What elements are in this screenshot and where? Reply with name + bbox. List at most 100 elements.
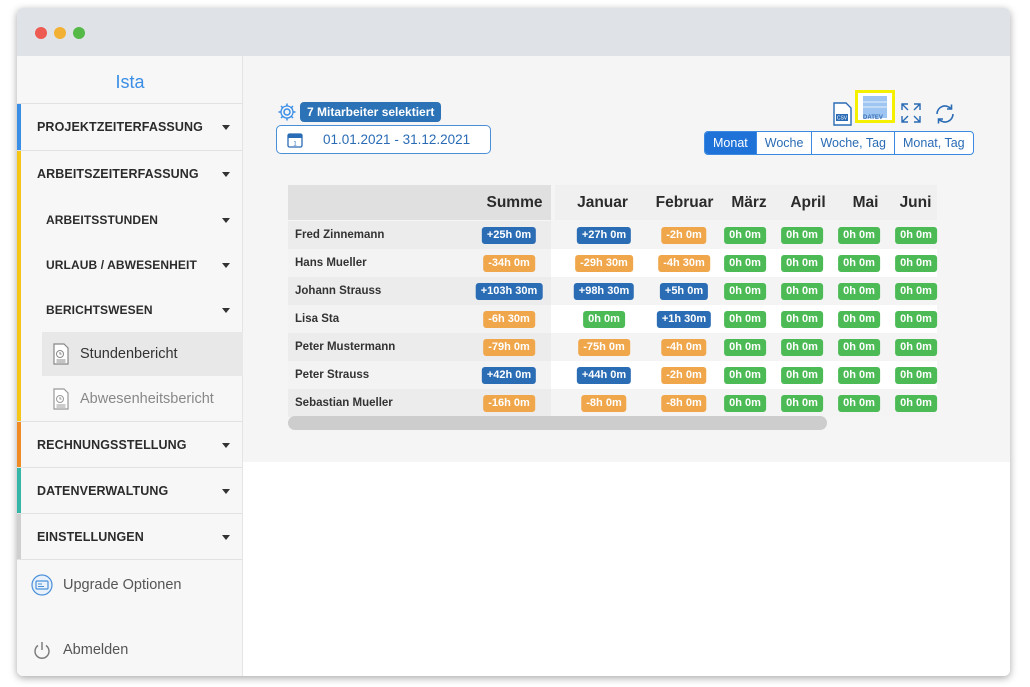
refresh-icon[interactable] xyxy=(933,102,957,126)
tab-woche-tag[interactable]: Woche, Tag xyxy=(811,132,894,154)
selected-employees-badge[interactable]: 7 Mitarbeiter selektiert xyxy=(300,102,442,122)
sidebar-item-abwesenheitsbericht[interactable]: Abwesenheitsbericht xyxy=(42,377,243,421)
column-header: Juni xyxy=(899,194,932,211)
month-hours-badge: 0h 0m xyxy=(724,283,766,300)
table-row[interactable]: Peter Strauss +42h 0m +44h 0m -2h 0m 0h 0m 0h… xyxy=(288,361,937,389)
section-stripe xyxy=(17,514,21,559)
month-hours-badge: -2h 0m xyxy=(661,227,707,244)
table-header-bg xyxy=(288,185,551,220)
chevron-down-icon xyxy=(222,534,230,540)
month-hours-badge: -75h 0m xyxy=(578,339,630,356)
date-range-picker[interactable]: 1 01.01.2021 - 31.12.2021 xyxy=(276,125,491,154)
table-row[interactable]: Johann Strauss +103h 30m +98h 30m +5h 0m 0h … xyxy=(288,277,937,305)
sidebar-item-projektzeiterfassung[interactable]: PROJEKTZEITERFASSUNG xyxy=(17,104,243,150)
month-hours-badge: +27h 0m xyxy=(576,227,632,244)
month-hours-badge: 0h 0m xyxy=(724,311,766,328)
gear-icon[interactable] xyxy=(277,102,297,122)
employee-name: Johann Strauss xyxy=(295,285,382,297)
chevron-down-icon xyxy=(222,172,230,177)
month-hours-badge: 0h 0m xyxy=(895,255,937,272)
chevron-down-icon xyxy=(222,442,230,448)
employee-name: Hans Mueller xyxy=(295,257,367,269)
upgrade-options-link[interactable]: Upgrade Optionen xyxy=(31,574,182,596)
table-row[interactable]: Lisa Sta -6h 30m 0h 0m +1h 30m 0h 0m 0h 0m 0h … xyxy=(288,305,937,333)
month-hours-badge: -4h 30m xyxy=(658,255,710,272)
section-stripe xyxy=(17,104,21,150)
month-hours-badge: +1h 30m xyxy=(656,311,712,328)
month-hours-badge: 0h 0m xyxy=(781,367,823,384)
sidebar-item-berichtswesen[interactable]: BERICHTSWESEN xyxy=(17,287,243,332)
month-hours-badge: 0h 0m xyxy=(838,227,880,244)
month-hours-badge: 0h 0m xyxy=(895,227,937,244)
divider xyxy=(17,421,243,422)
month-hours-badge: 0h 0m xyxy=(781,283,823,300)
sidebar-item-urlaub-abwesenheit[interactable]: URLAUB / ABWESENHEIT xyxy=(17,242,243,287)
datev-icon-stripe xyxy=(863,106,887,108)
month-hours-badge: 0h 0m xyxy=(724,339,766,356)
column-header: Mai xyxy=(852,194,879,211)
tab-monat-tag[interactable]: Monat, Tag xyxy=(894,132,973,154)
sum-hours-badge: +42h 0m xyxy=(481,367,537,384)
sidebar-item-arbeitszeiterfassung[interactable]: ARBEITSZEITERFASSUNG xyxy=(17,151,243,197)
month-hours-badge: +98h 30m xyxy=(573,283,635,300)
table-row[interactable]: Sebastian Mueller -16h 0m -8h 0m -8h 0m 0h 0… xyxy=(288,389,937,417)
employee-name: Sebastian Mueller xyxy=(295,397,393,409)
sidebar-item-rechnungsstellung[interactable]: RECHNUNGSSTELLUNG xyxy=(17,422,243,467)
month-hours-badge: +5h 0m xyxy=(659,283,709,300)
chevron-down-icon xyxy=(222,217,230,223)
month-hours-badge: -4h 0m xyxy=(661,339,707,356)
sidebar-item-stundenbericht[interactable]: Stundenbericht xyxy=(42,332,243,376)
report-doc-icon xyxy=(53,343,69,365)
sidebar-item-label: RECHNUNGSSTELLUNG xyxy=(37,437,187,452)
table-row[interactable]: Fred Zinnemann +25h 0m +27h 0m -2h 0m 0h 0m 0… xyxy=(288,221,937,249)
column-header: Februar xyxy=(655,194,714,211)
month-hours-badge: 0h 0m xyxy=(838,255,880,272)
sidebar-item-label: ARBEITSZEITERFASSUNG xyxy=(37,167,199,181)
minimize-window-button[interactable] xyxy=(54,27,66,39)
upgrade-icon xyxy=(31,574,53,596)
table-header-bg xyxy=(555,185,937,220)
sidebar-item-einstellungen[interactable]: EINSTELLUNGEN xyxy=(17,514,243,559)
sum-hours-badge: -79h 0m xyxy=(483,339,535,356)
tab-monat[interactable]: Monat xyxy=(705,132,756,154)
chevron-down-icon xyxy=(222,262,230,268)
title-bar xyxy=(17,8,1010,56)
power-icon xyxy=(34,642,50,659)
sidebar-item-datenverwaltung[interactable]: DATENVERWALTUNG xyxy=(17,468,243,513)
month-hours-badge: 0h 0m xyxy=(895,339,937,356)
expand-icon[interactable] xyxy=(900,102,922,124)
sum-hours-badge: -6h 30m xyxy=(483,311,535,328)
datev-export-button[interactable]: DATEV xyxy=(855,90,895,123)
horizontal-scrollbar[interactable] xyxy=(288,416,827,430)
sidebar-item-label: ARBEITSSTUNDEN xyxy=(46,212,159,227)
divider xyxy=(17,103,243,104)
month-hours-badge: 0h 0m xyxy=(583,311,625,328)
csv-export-icon[interactable]: CSV xyxy=(831,102,853,126)
sum-hours-badge: -34h 0m xyxy=(483,255,535,272)
month-hours-badge: 0h 0m xyxy=(895,395,937,412)
sidebar-item-label: URLAUB / ABWESENHEIT xyxy=(46,257,197,272)
month-hours-badge: 0h 0m xyxy=(838,367,880,384)
table-row[interactable]: Hans Mueller -34h 0m -29h 30m -4h 30m 0h 0m 0… xyxy=(288,249,937,277)
month-hours-badge: -8h 0m xyxy=(581,395,627,412)
table-row[interactable]: Peter Mustermann -79h 0m -75h 0m -4h 0m 0h 0… xyxy=(288,333,937,361)
close-window-button[interactable] xyxy=(35,27,47,39)
maximize-window-button[interactable] xyxy=(73,27,85,39)
datev-icon-stripe xyxy=(863,101,887,103)
logout-label: Abmelden xyxy=(63,642,129,658)
logout-link[interactable]: Abmelden xyxy=(31,639,128,661)
employee-name: Lisa Sta xyxy=(295,313,340,325)
svg-text:CSV: CSV xyxy=(837,116,848,122)
month-hours-badge: 0h 0m xyxy=(724,367,766,384)
sidebar-item-arbeitsstunden[interactable]: ARBEITSSTUNDEN xyxy=(17,197,243,242)
app-window: Ista PROJEKTZEITERFASSUNG ARBEITSZEITERF… xyxy=(17,8,1010,676)
main-content: 7 Mitarbeiter selektiert 1 01.01.2021 - … xyxy=(243,56,1010,462)
sidebar-item-label: Abwesenheitsbericht xyxy=(80,391,214,407)
tab-woche[interactable]: Woche xyxy=(755,132,812,154)
app-title: Ista xyxy=(115,72,145,92)
section-stripe xyxy=(17,422,21,467)
month-hours-badge: 0h 0m xyxy=(781,339,823,356)
hours-table: Summe Januar Februar März April Mai Juni Fred Z… xyxy=(288,185,937,432)
sidebar-item-label: Stundenbericht xyxy=(80,346,178,362)
report-doc-icon xyxy=(53,388,69,410)
